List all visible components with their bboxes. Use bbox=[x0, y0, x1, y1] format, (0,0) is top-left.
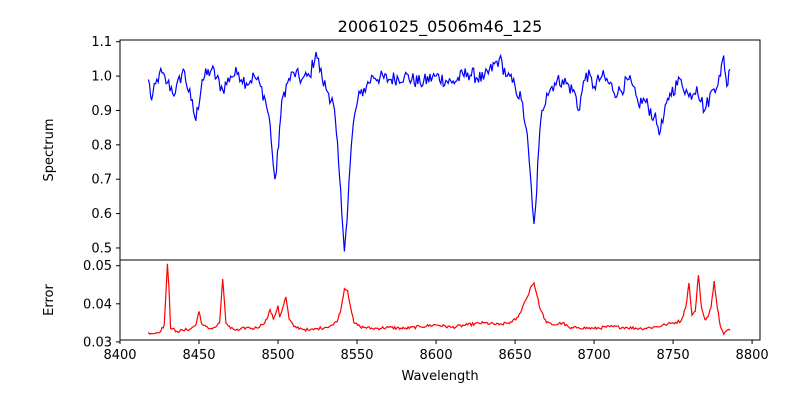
spectrum-y-tick-label: 0.6 bbox=[91, 207, 112, 222]
error-y-tick-label: 0.03 bbox=[83, 335, 112, 350]
error-line bbox=[147, 263, 731, 336]
x-tick-label: 8400 bbox=[103, 348, 136, 363]
spectrum-y-ticks: 0.5 0.6 0.7 0.8 0.9 1.0 1.1 bbox=[91, 35, 120, 256]
x-tick-label: 8800 bbox=[736, 348, 769, 363]
chart-title: 20061025_0506m46_125 bbox=[338, 17, 543, 37]
x-tick-label: 8600 bbox=[420, 348, 453, 363]
spectrum-y-label: Spectrum bbox=[42, 119, 57, 182]
x-tick-label: 8700 bbox=[578, 348, 611, 363]
spectrum-panel: 0.5 0.6 0.7 0.8 0.9 1.0 1.1 Spectrum bbox=[42, 35, 761, 261]
error-y-tick-label: 0.04 bbox=[83, 297, 112, 312]
spectrum-y-tick-label: 1.0 bbox=[91, 70, 112, 85]
x-tick-label: 8550 bbox=[340, 348, 373, 363]
spectrum-y-tick-label: 0.9 bbox=[91, 104, 112, 119]
spectrum-y-tick-label: 1.1 bbox=[91, 35, 112, 50]
spectrum-line bbox=[147, 51, 731, 252]
error-y-ticks: 0.03 0.04 0.05 bbox=[83, 259, 120, 350]
x-axis-label: Wavelength bbox=[401, 369, 478, 384]
error-axes-frame bbox=[119, 259, 761, 341]
spectrum-y-tick-label: 0.5 bbox=[91, 241, 112, 256]
x-tick-label: 8650 bbox=[499, 348, 532, 363]
spectrum-y-tick-label: 0.7 bbox=[91, 173, 112, 188]
x-tick-label: 8450 bbox=[182, 348, 215, 363]
x-tick-label: 8500 bbox=[261, 348, 294, 363]
error-panel: 0.03 0.04 0.05 8400 8450 8500 8550 8600 8650 870… bbox=[42, 259, 769, 384]
error-x-ticks: 8400 8450 8500 8550 8600 8650 8700 8750 8800 bbox=[103, 340, 769, 363]
x-tick-label: 8750 bbox=[657, 348, 690, 363]
spectrum-y-tick-label: 0.8 bbox=[91, 138, 112, 153]
error-y-tick-label: 0.05 bbox=[83, 259, 112, 274]
error-y-label: Error bbox=[42, 284, 57, 316]
